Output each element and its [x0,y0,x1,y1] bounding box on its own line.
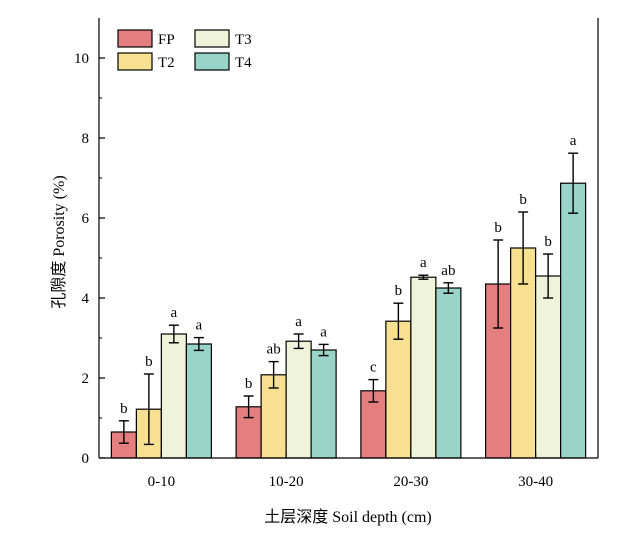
x-axis-title: 土层深度 Soil depth (cm) [264,508,432,526]
y-tick-label: 6 [82,211,90,227]
legend-swatch-t2 [117,52,153,71]
significance-letter: b [544,234,552,250]
x-tick-label: 30-40 [518,474,553,490]
significance-letter: b [519,192,527,208]
y-axis-title: 孔隙度 Porosity (%) [50,175,68,308]
bar-t3 [410,276,437,459]
legend-label-t4: T4 [235,55,252,71]
axes-layer: 0 2 4 6 8 10 0-10 10-20 20-30 30-40 [74,18,599,490]
y-tick-label: 8 [82,131,90,147]
significance-letter: a [196,318,203,334]
legend-label-fp: FP [158,32,175,48]
bar-t2 [385,320,412,459]
bar-t3 [160,333,187,459]
significance-letter: ab [267,342,281,358]
x-tick-label: 20-30 [393,474,428,490]
significance-letter: a [171,305,178,321]
bar-t3 [535,275,562,459]
legend-swatch-t4 [194,52,230,71]
significance-letter: a [570,133,577,149]
x-tick-label: 10-20 [269,474,304,490]
legend-label-t3: T3 [235,32,252,48]
y-tick-label: 10 [74,51,89,67]
y-tick-label: 2 [82,371,90,387]
significance-letter: b [494,220,502,236]
legend-label-t2: T2 [158,55,175,71]
significance-letter: c [370,360,377,376]
y-tick-label: 4 [82,291,90,307]
significance-letter: a [295,314,302,330]
legend-swatch-t3 [194,29,230,48]
significance-letter: a [420,255,427,271]
bar-t4 [310,349,337,459]
x-tick-label: 0-10 [148,474,176,490]
significance-letter: b [395,283,403,299]
legend-swatch-fp [117,29,153,48]
bar-t4 [560,182,587,459]
bar-t4 [185,343,212,459]
significance-letter: b [120,401,128,417]
y-tick-label: 0 [82,451,90,467]
legend: FP T2 T3 T4 [117,29,252,71]
bar-t3 [285,340,312,459]
significance-letter: b [245,376,253,392]
significance-letter: b [145,354,153,370]
significance-letter: ab [441,263,455,279]
significance-letter: a [320,324,327,340]
bar-t4 [435,287,462,459]
